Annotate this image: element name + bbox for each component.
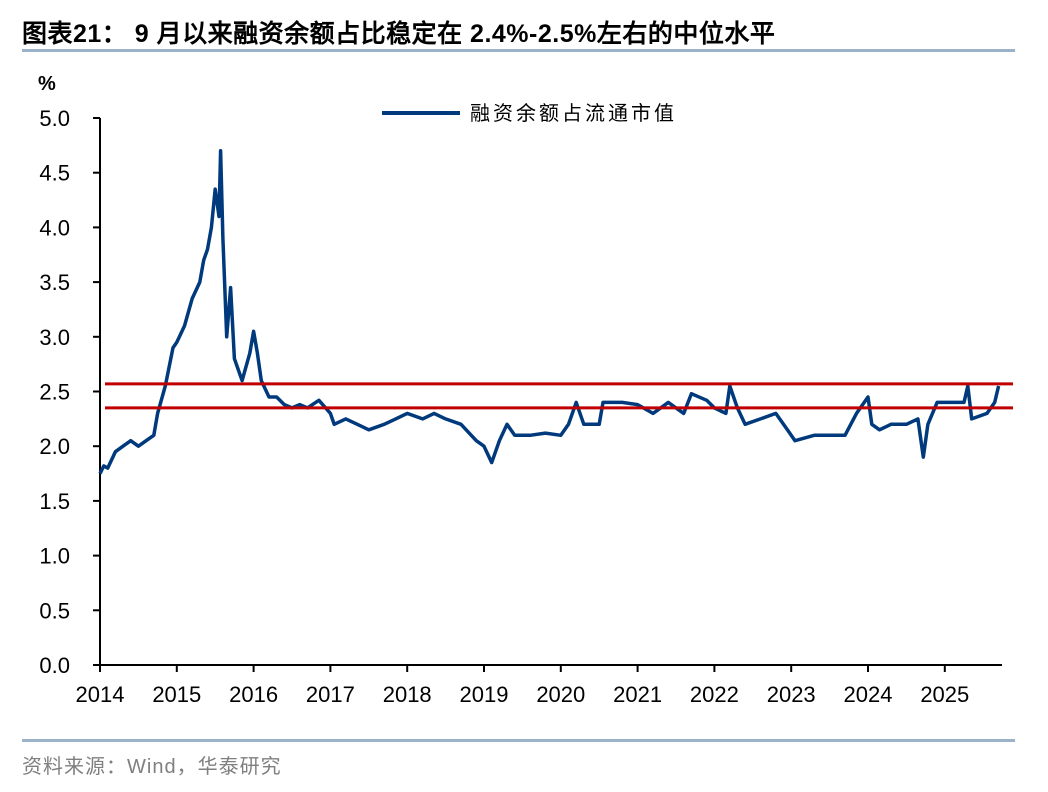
x-tick-label: 2014 [76,682,125,707]
y-tick-label: 0.5 [39,598,70,623]
y-tick-label: 3.0 [39,325,70,350]
x-tick-label: 2020 [536,682,585,707]
x-tick-label: 2025 [920,682,969,707]
x-tick-label: 2021 [613,682,662,707]
legend-label: 融资余额占流通市值 [470,102,677,125]
source-note: 资料来源：Wind，华泰研究 [22,756,282,778]
y-tick-label: 3.5 [39,270,70,295]
y-tick-label: 4.0 [39,215,70,240]
y-tick-label: 1.5 [39,489,70,514]
y-tick-label: 1.0 [39,544,70,569]
y-tick-label: 4.5 [39,161,70,186]
series-line-margin-ratio [98,149,1001,475]
y-tick-label: 2.0 [39,434,70,459]
y-tick-label: 5.0 [39,106,70,131]
source-divider [22,739,1015,742]
chart-title: 图表21： 9 月以来融资余额占比稳定在 2.4%-2.5%左右的中位水平 [22,20,776,48]
x-tick-label: 2019 [460,682,509,707]
y-tick-label: 2.5 [39,380,70,405]
x-tick-label: 2016 [229,682,278,707]
x-tick-label: 2018 [383,682,432,707]
x-tick-label: 2022 [690,682,739,707]
title-divider [22,49,1015,52]
y-axis-unit: % [38,73,56,95]
y-tick-label: 0.0 [39,653,70,678]
x-tick-label: 2017 [306,682,355,707]
x-tick-label: 2023 [767,682,816,707]
x-tick-label: 2024 [844,682,893,707]
x-tick-label: 2015 [152,682,201,707]
